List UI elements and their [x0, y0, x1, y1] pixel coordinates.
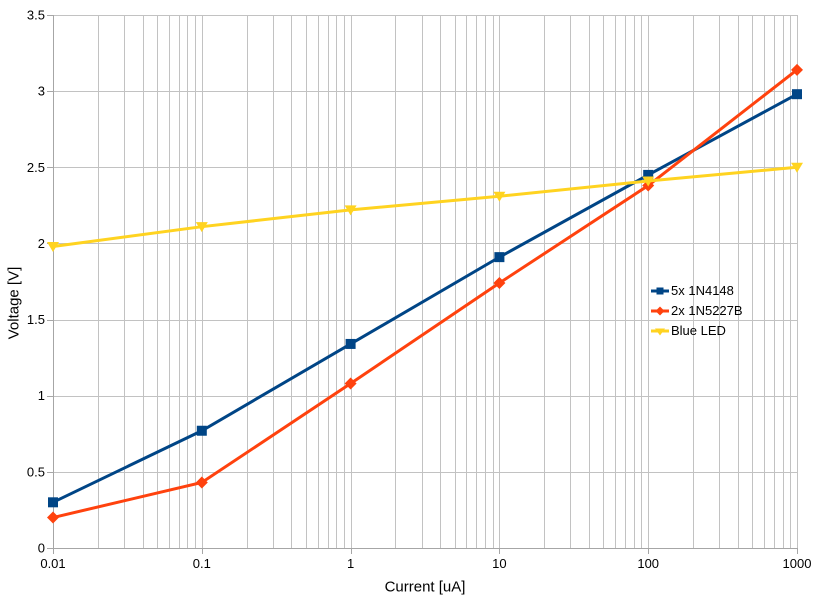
legend-marker-diamond-icon: [651, 306, 669, 316]
legend-label: 2x 1N5227B: [671, 303, 743, 318]
legend: 5x 1N4148 2x 1N5227B Blue LED: [651, 281, 743, 341]
data-point-marker: [195, 476, 208, 489]
data-point-marker: [195, 222, 208, 233]
legend-item: 2x 1N5227B: [651, 301, 743, 321]
x-tick-label: 0.01: [40, 556, 65, 571]
series-line: [52, 92, 798, 504]
y-tick-label: 1: [38, 388, 45, 403]
data-point-marker: [47, 241, 59, 252]
x-tick-label: 10: [492, 556, 506, 571]
legend-marker-triangle-icon: [651, 328, 669, 336]
axes: [47, 15, 798, 554]
data-point-marker: [344, 205, 357, 216]
data-point-marker: [493, 277, 506, 290]
data-point-marker: [791, 162, 803, 173]
data-point-marker: [344, 377, 357, 390]
y-tick-label: 3.5: [27, 8, 45, 23]
y-tick-label: 0.5: [27, 464, 45, 479]
x-tick-label: 0.1: [193, 556, 211, 571]
gridlines: [53, 15, 798, 549]
y-axis-title: Voltage [V]: [5, 266, 23, 340]
data-point-marker: [791, 63, 803, 76]
data-point-marker: [48, 497, 58, 508]
legend-marker-square-icon: [651, 287, 669, 295]
y-tick-label: 3: [38, 84, 45, 99]
series-line: [52, 165, 798, 248]
legend-label: 5x 1N4148: [671, 283, 734, 298]
legend-label: Blue LED: [671, 323, 726, 338]
x-tick-label: 1000: [783, 556, 812, 571]
x-tick-label: 100: [637, 556, 659, 571]
data-point-marker: [792, 89, 802, 100]
legend-item: 5x 1N4148: [651, 281, 743, 301]
y-tick-label: 2.5: [27, 160, 45, 175]
data-point-marker: [642, 176, 655, 187]
data-point-marker: [494, 252, 505, 263]
series-blue-led: [47, 162, 803, 252]
x-tick-label: 1: [347, 556, 354, 571]
y-tick-label: 1.5: [27, 312, 45, 327]
data-point-marker: [196, 425, 207, 436]
data-point-marker: [493, 191, 506, 202]
tick-labels: 0.01 0.1 1 10 100 1000 0 0.5 1 1.5 2 2.5 3 3.5: [27, 8, 812, 572]
legend-item: Blue LED: [651, 321, 743, 341]
y-tick-label: 2: [38, 236, 45, 251]
series-line: [52, 68, 798, 520]
data-point-marker: [345, 338, 356, 349]
y-tick-label: 0: [38, 541, 45, 556]
x-axis-title: Current [uA]: [384, 578, 466, 596]
data-point-marker: [47, 511, 59, 524]
